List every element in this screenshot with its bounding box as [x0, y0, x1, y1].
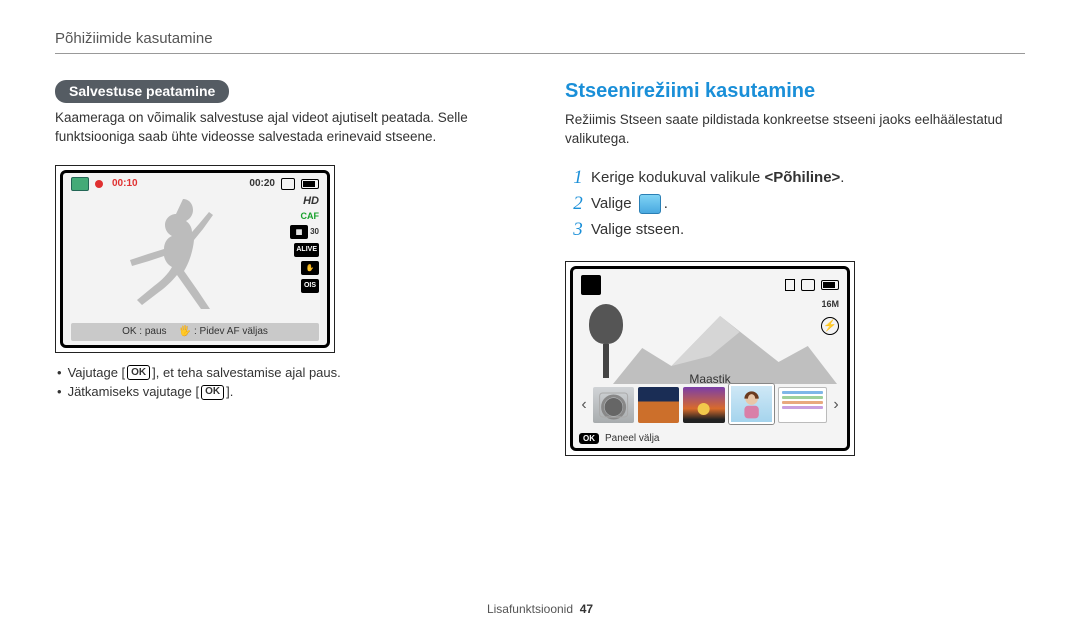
mode-square-icon	[581, 275, 601, 295]
scene-caption: Maastik	[573, 372, 847, 386]
dancer-silhouette	[105, 191, 235, 319]
chevron-right-icon[interactable]: ›	[831, 396, 841, 414]
ok-badge-icon: OK	[579, 433, 599, 444]
ois-icon: OIS	[301, 279, 319, 293]
recording-screenshot-frame: 00:10 00:20 HD CAF ▦30 ALIVE ✋	[55, 165, 335, 353]
hand-icon: ✋	[301, 261, 319, 275]
battery-icon	[301, 179, 319, 189]
step-3: 3 Valige stseen.	[565, 219, 1025, 241]
page-footer: Lisafunktsioonid 47	[0, 602, 1080, 616]
sd-icon	[281, 178, 295, 190]
scene-screenshot: 16M ⚡ Maastik ‹	[570, 266, 850, 451]
photo-icon	[71, 177, 89, 191]
thumb-camera[interactable]	[593, 387, 634, 423]
scene-mode-icon	[639, 194, 661, 214]
recording-screenshot: 00:10 00:20 HD CAF ▦30 ALIVE ✋	[60, 170, 330, 348]
single-shot-icon	[785, 279, 795, 291]
thumb-sunset[interactable]	[683, 387, 724, 423]
total-time: 00:20	[249, 178, 275, 189]
scene-mode-heading: Stseenirežiimi kasutamine	[565, 80, 1025, 103]
rec-time: 00:10	[112, 178, 138, 189]
footer-af-hint: : Pidev AF väljas	[194, 326, 268, 337]
resolution-label: 16M	[821, 299, 839, 309]
scene-mode-desc: Režiimis Stseen saate pildistada konkree…	[565, 111, 1025, 149]
hd-badge: HD	[303, 195, 319, 207]
panel-out-hint: Paneel välja	[605, 433, 659, 444]
battery-icon	[821, 280, 839, 290]
caf-badge: CAF	[301, 211, 320, 221]
right-column: Stseenirežiimi kasutamine Režiimis Stsee…	[565, 80, 1025, 456]
pause-recording-desc: Kaameraga on võimalik salvestuse ajal vi…	[55, 109, 515, 147]
scene-screenshot-frame: 16M ⚡ Maastik ‹	[565, 261, 855, 456]
step-1: 1 Kerige kodukuval valikule <Põhiline>.	[565, 167, 1025, 189]
pause-recording-pill: Salvestuse peatamine	[55, 80, 229, 103]
ok-key-icon: OK	[201, 385, 224, 400]
bullet-pause: Vajutage [OK], et teha salvestamise ajal…	[55, 363, 515, 383]
step-2: 2 Valige .	[565, 193, 1025, 215]
fps-label: 30	[310, 227, 319, 236]
film-icon: ▦	[290, 225, 308, 239]
alive-icon: ALIVE	[294, 243, 319, 257]
bullet-resume: Jätkamiseks vajutage [OK].	[55, 382, 515, 402]
ok-key-icon: OK	[127, 365, 150, 380]
thumb-menu[interactable]	[778, 387, 827, 423]
af-lock-icon: 🖐	[179, 326, 191, 337]
page-header: Põhižiimide kasutamine	[55, 30, 1025, 54]
footer-ok-hint: OK : paus	[122, 326, 166, 337]
sd-icon	[801, 279, 815, 291]
rec-dot-icon	[95, 180, 103, 188]
scene-thumbnails: ‹ ›	[573, 386, 847, 424]
thumb-beach[interactable]	[638, 387, 679, 423]
left-column: Salvestuse peatamine Kaameraga on võimal…	[55, 80, 515, 456]
thumb-portrait-selected[interactable]	[729, 384, 774, 424]
chevron-left-icon[interactable]: ‹	[579, 396, 589, 414]
